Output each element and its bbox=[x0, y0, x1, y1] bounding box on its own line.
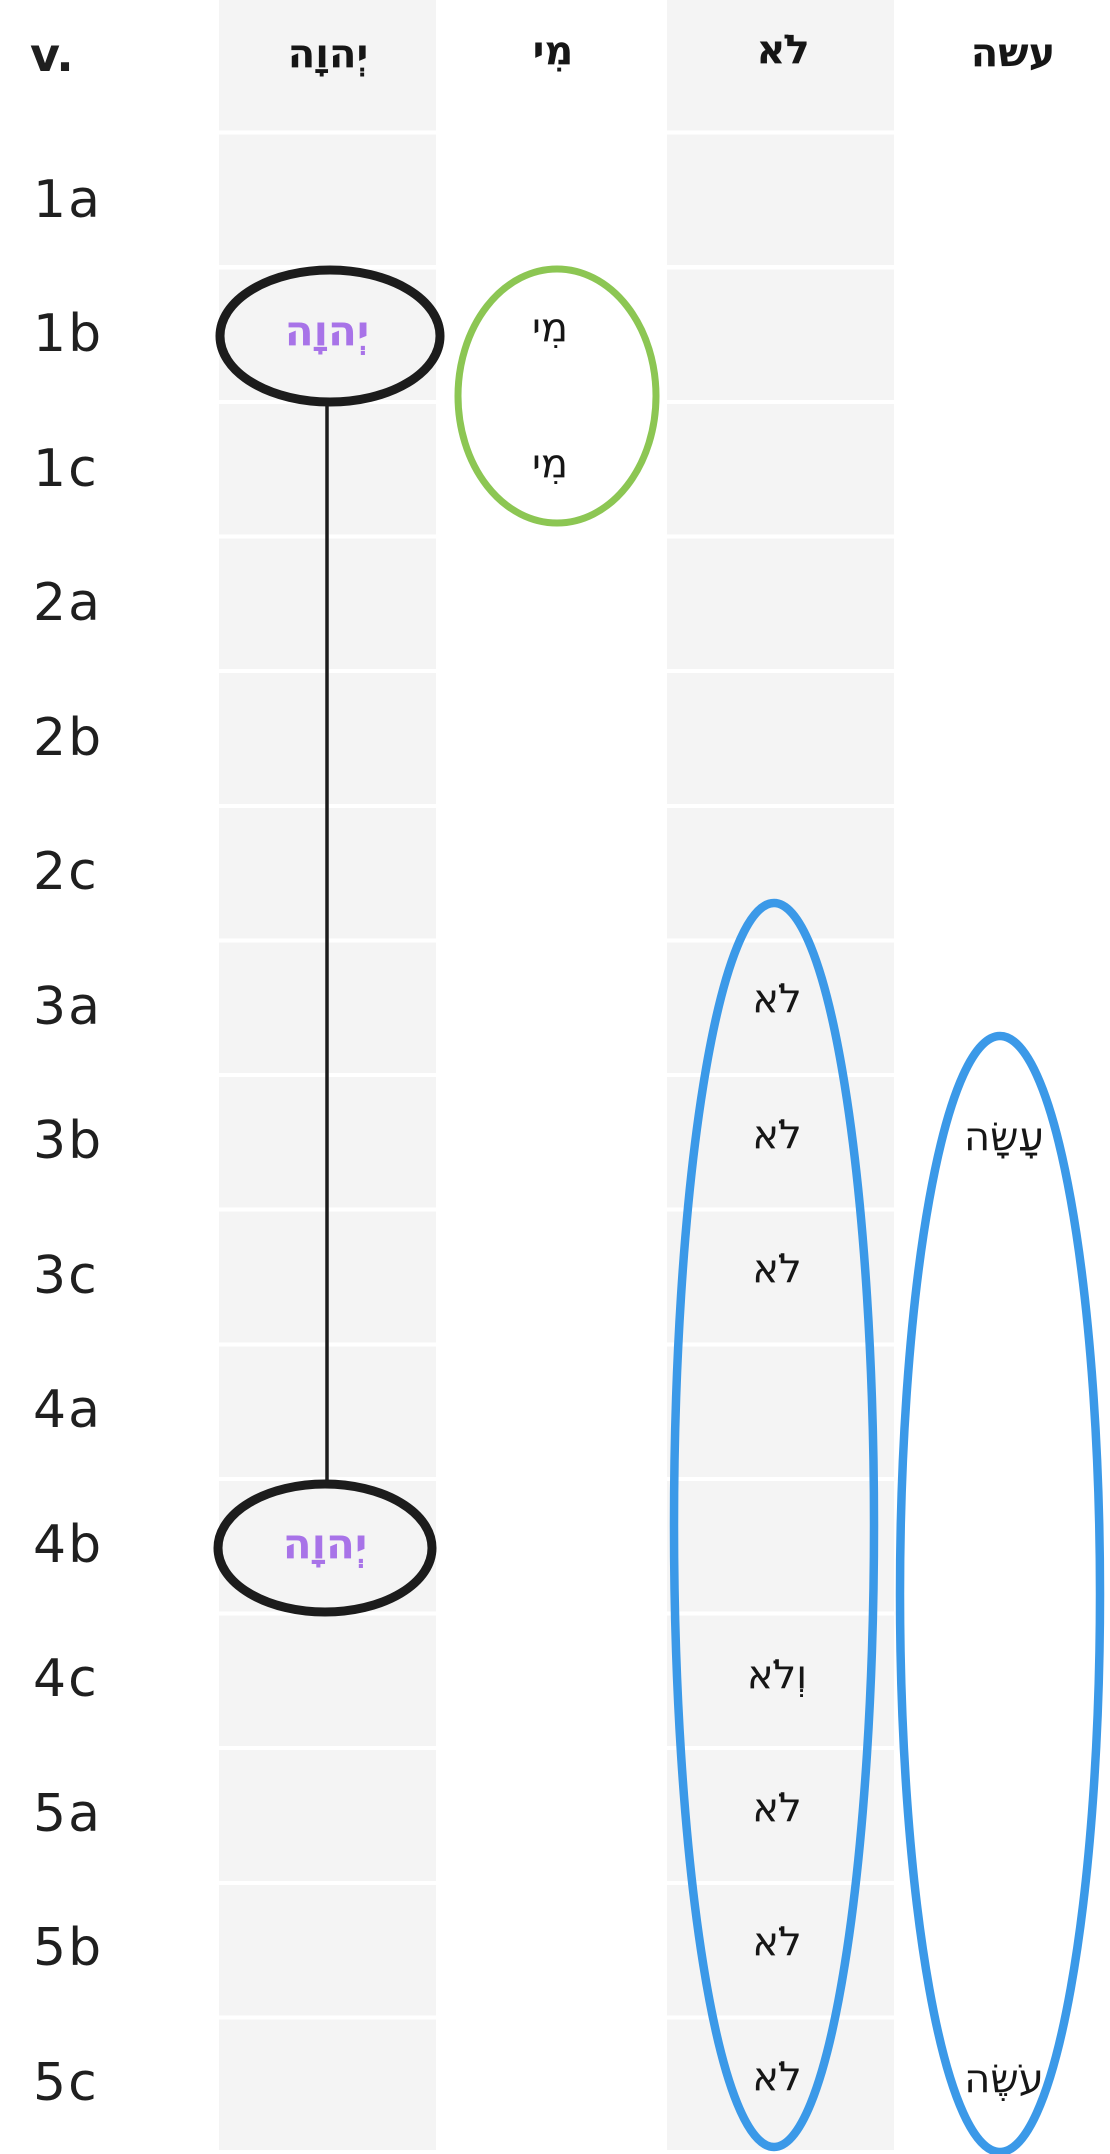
row-label-1c: 1c bbox=[33, 439, 99, 499]
word-oseh-5c: עֹשֶׂה bbox=[964, 2056, 1044, 2103]
word-mi-1b: מִי bbox=[531, 305, 569, 352]
blue-ellipse-asah bbox=[895, 1031, 1105, 2154]
word-lo-3b: לֹא bbox=[752, 1112, 802, 1159]
row-label-4b: 4b bbox=[33, 1515, 104, 1575]
word-lo-5c: לֹא bbox=[752, 2054, 802, 2101]
verse-column-header: v. bbox=[30, 27, 74, 82]
row-label-1b: 1b bbox=[33, 304, 104, 364]
row-label-2c: 2c bbox=[33, 842, 99, 902]
word-lo-5b: לֹא bbox=[752, 1919, 802, 1966]
word-yhwh-4b: יְהוָה bbox=[282, 1519, 368, 1569]
row-label-3b: 3b bbox=[33, 1111, 104, 1171]
word-asah-3b: עָשָׂה bbox=[964, 1114, 1044, 1161]
word-velo-4c: וְלֹא bbox=[746, 1652, 808, 1699]
column-header-mi: מִי bbox=[532, 28, 574, 75]
word-mi-1c: מִי bbox=[531, 441, 569, 488]
word-lo-3c: לֹא bbox=[752, 1246, 802, 1293]
row-label-2b: 2b bbox=[33, 708, 104, 768]
word-lo-3a: לֹא bbox=[752, 976, 802, 1023]
row-label-3a: 3a bbox=[33, 977, 102, 1037]
column-header-yhwh: יְהוָה bbox=[287, 31, 369, 78]
word-yhwh-1b: יְהוָה bbox=[284, 306, 370, 356]
column-header-lo: לֹא bbox=[756, 27, 810, 74]
row-label-2a: 2a bbox=[33, 573, 102, 633]
column-header-asah: עשה bbox=[970, 30, 1056, 77]
row-label-5b: 5b bbox=[33, 1918, 104, 1978]
row-label-4a: 4a bbox=[33, 1380, 102, 1440]
word-lo-5a: לֹא bbox=[752, 1785, 802, 1832]
row-label-1a: 1a bbox=[33, 170, 102, 230]
row-label-4c: 4c bbox=[33, 1649, 99, 1709]
row-label-5c: 5c bbox=[33, 2053, 99, 2113]
row-label-5a: 5a bbox=[33, 1784, 102, 1844]
row-label-3c: 3c bbox=[33, 1246, 99, 1306]
